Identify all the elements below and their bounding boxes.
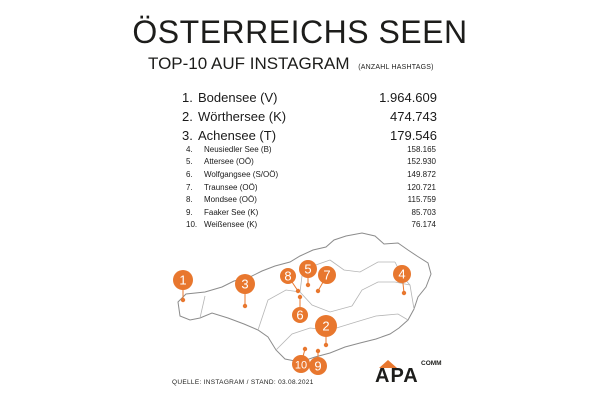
- map-marker-label: 7: [323, 268, 330, 283]
- rank: 8.: [186, 195, 193, 205]
- lake-location-dot: [302, 346, 308, 352]
- page-title: ÖSTERREICHS SEEN: [132, 14, 468, 50]
- hashtag-count: 76.174: [411, 220, 436, 230]
- map-marker-2: [315, 315, 337, 337]
- lake-name: Traunsee (OÖ): [204, 182, 258, 192]
- page-subtitle: TOP-10 AUF INSTAGRAM (ANZAHL HASHTAGS): [148, 54, 434, 74]
- subtitle-note: (ANZAHL HASHTAGS): [358, 64, 434, 71]
- rank: 2.: [182, 109, 193, 124]
- rank: 4.: [186, 144, 193, 154]
- hashtag-count: 85.703: [411, 207, 436, 217]
- lake-location-dot: [180, 297, 186, 303]
- rank: 7.: [186, 182, 193, 192]
- lake-name: Achensee (T): [198, 128, 277, 143]
- map-marker-9: [309, 357, 327, 375]
- apa-comm-logo: APA COMM: [375, 360, 442, 387]
- map-marker-label: 10: [295, 360, 307, 372]
- lake-name: Faaker See (K): [204, 207, 259, 217]
- list-item: 1. Bodensee (V) 1.964.609: [182, 88, 437, 107]
- austria-outline: [177, 232, 432, 363]
- list-item: 5. Attersee (OÖ) 152.930: [186, 156, 436, 169]
- lake-name: Wörthersee (K): [198, 109, 287, 124]
- hashtag-count: 152.930: [407, 157, 436, 167]
- map-marker-6: [292, 307, 308, 323]
- logo-brand: APA: [375, 365, 419, 387]
- lake-name: Mondsee (OÖ): [204, 195, 257, 205]
- map-marker-label: 1: [179, 273, 186, 288]
- map-marker-label: 3: [241, 277, 248, 292]
- list-item: 8. Mondsee (OÖ) 115.759: [186, 193, 436, 206]
- rest-list: 4. Neusiedler See (B) 158.165 5. Atterse…: [186, 143, 436, 231]
- lake-location-dot: [323, 342, 329, 348]
- map-marker-label: 4: [398, 267, 405, 282]
- list-item: 10. Weißensee (K) 76.174: [186, 219, 436, 232]
- rank: 10.: [186, 220, 198, 230]
- rank: 1.: [182, 90, 193, 105]
- lake-location-dot: [295, 288, 301, 294]
- rank: 6.: [186, 169, 193, 179]
- lake-location-dot: [401, 290, 407, 296]
- logo-sub: COMM: [421, 360, 442, 367]
- hashtag-count: 115.759: [407, 195, 436, 205]
- list-item: 2. Wörthersee (K) 474.743: [182, 107, 437, 126]
- subtitle-text: TOP-10 AUF INSTAGRAM: [148, 54, 350, 73]
- map-marker-5: [299, 260, 317, 278]
- rank: 5.: [186, 157, 193, 167]
- list-item: 7. Traunsee (OÖ) 120.721: [186, 181, 436, 194]
- map-marker-label: 9: [314, 359, 321, 374]
- hashtag-count: 1.964.609: [379, 90, 437, 105]
- rank: 9.: [186, 207, 193, 217]
- lake-location-dot: [305, 282, 311, 288]
- top3-list: 1. Bodensee (V) 1.964.609 2. Wörthersee …: [182, 88, 437, 145]
- map-marker-label: 2: [322, 319, 329, 334]
- map-marker-7: [318, 266, 336, 284]
- map-marker-1: [173, 270, 193, 290]
- list-item: 4. Neusiedler See (B) 158.165: [186, 143, 436, 156]
- lake-name: Bodensee (V): [198, 90, 278, 105]
- hashtag-count: 149.872: [407, 169, 436, 179]
- source-footer: QUELLE: INSTAGRAM / STAND: 03.08.2021: [172, 379, 314, 386]
- list-item: 9. Faaker See (K) 85.703: [186, 206, 436, 219]
- lake-name: Neusiedler See (B): [204, 144, 272, 154]
- lake-location-dot: [315, 348, 321, 354]
- lake-location-dot: [297, 294, 303, 300]
- map-marker-label: 6: [296, 308, 303, 323]
- map-marker-4: [393, 265, 411, 283]
- map-marker-3: [235, 274, 255, 294]
- hashtag-count: 474.743: [390, 109, 437, 124]
- map-marker-label: 8: [284, 269, 291, 284]
- lake-location-dot: [242, 303, 248, 309]
- hashtag-count: 179.546: [390, 128, 437, 143]
- logo-triangle-icon: [379, 360, 397, 368]
- lake-location-dot: [315, 288, 321, 294]
- lake-name: Weißensee (K): [204, 220, 258, 230]
- hashtag-count: 158.165: [407, 144, 436, 154]
- list-item: 3. Achensee (T) 179.546: [182, 126, 437, 145]
- rank: 3.: [182, 128, 193, 143]
- lake-name: Wolfgangsee (S/OÖ): [204, 169, 279, 179]
- list-item: 6. Wolfgangsee (S/OÖ) 149.872: [186, 168, 436, 181]
- lake-name: Attersee (OÖ): [204, 157, 254, 167]
- map-marker-label: 5: [304, 262, 311, 277]
- hashtag-count: 120.721: [407, 182, 436, 192]
- map-marker-8: [280, 268, 296, 284]
- map-marker-10: [292, 355, 310, 373]
